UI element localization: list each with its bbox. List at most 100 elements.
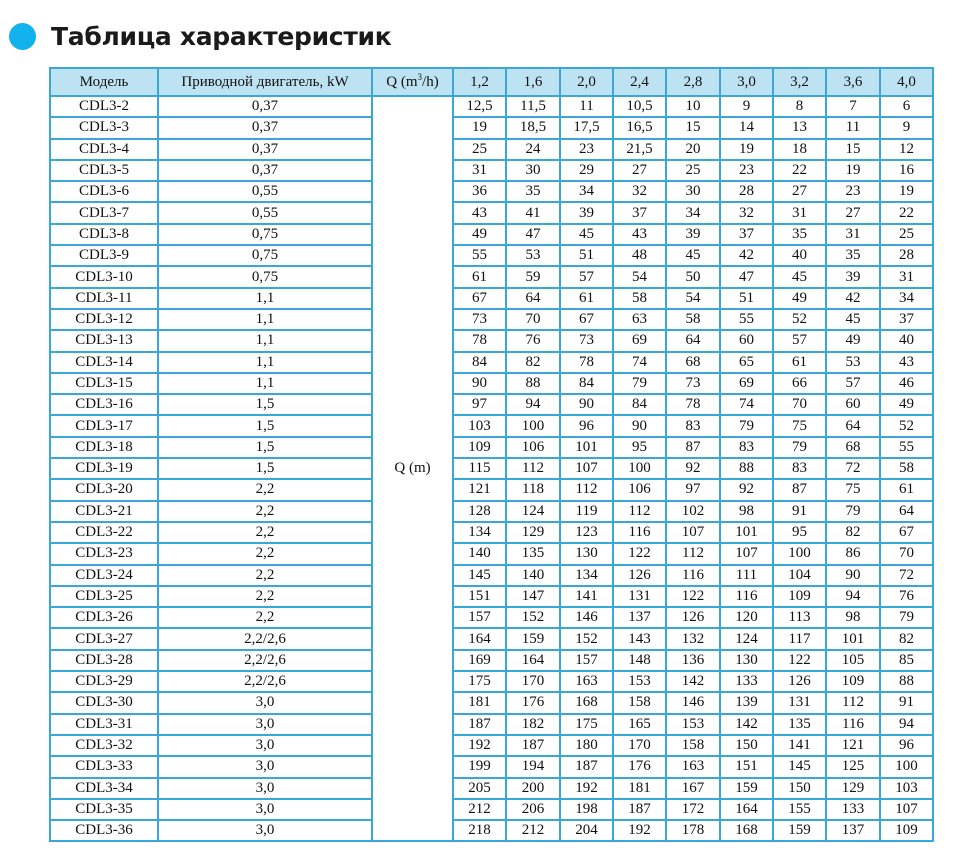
motor-cell: 2,2/2,6 — [157, 648, 373, 673]
model-cell: CDL3-34 — [49, 776, 159, 800]
head-value-cell: 172 — [665, 797, 721, 822]
head-value-cell: 165 — [612, 712, 667, 736]
head-value-cell: 92 — [665, 457, 721, 481]
head-value-cell: 55 — [719, 307, 774, 332]
head-value-cell: 31 — [452, 158, 507, 183]
head-value-cell: 49 — [452, 222, 507, 247]
head-value-cell: 52 — [772, 307, 827, 332]
head-value-cell: 134 — [559, 563, 614, 587]
head-value-cell: 109 — [452, 435, 507, 460]
head-value-cell: 79 — [719, 414, 774, 438]
head-value-cell: 137 — [612, 606, 667, 630]
head-value-cell: 180 — [559, 733, 614, 758]
head-value-cell: 57 — [559, 265, 614, 289]
head-value-cell: 104 — [772, 563, 827, 587]
table-row: CDL3-24 2,2 145 140 134 126 116 111 104 90 72 — [49, 563, 934, 587]
model-cell: CDL3-11 — [49, 286, 159, 310]
table-row: CDL3-8 0,75 49 47 45 43 39 37 35 31 25 — [49, 222, 934, 247]
head-value-cell: 116 — [719, 584, 774, 609]
head-value-cell: 70 — [505, 307, 561, 332]
model-cell: CDL3-6 — [49, 180, 159, 204]
head-value-cell: 41 — [505, 201, 561, 225]
model-cell: CDL3-36 — [49, 819, 159, 843]
motor-cell: 1,5 — [157, 457, 373, 481]
head-value-cell: 87 — [772, 478, 827, 502]
head-value-cell: 157 — [559, 648, 614, 673]
motor-cell: 2,2/2,6 — [157, 627, 373, 651]
head-value-cell: 48 — [612, 244, 667, 268]
motor-cell: 3,0 — [157, 819, 373, 843]
head-value-cell: 107 — [879, 797, 934, 822]
head-value-cell: 54 — [612, 265, 667, 289]
motor-cell: 0,37 — [157, 116, 373, 140]
head-value-cell: 55 — [879, 435, 934, 460]
head-value-cell: 117 — [772, 627, 827, 651]
model-cell: CDL3-15 — [49, 371, 159, 396]
head-value-cell: 97 — [665, 478, 721, 502]
head-value-cell: 164 — [505, 648, 561, 673]
head-value-cell: 49 — [825, 329, 881, 353]
model-cell: CDL3-30 — [49, 691, 159, 715]
head-value-cell: 19 — [825, 158, 881, 183]
head-value-cell: 27 — [772, 180, 827, 204]
head-value-cell: 39 — [825, 265, 881, 289]
head-value-cell: 11,5 — [505, 94, 561, 119]
head-value-cell: 88 — [505, 371, 561, 396]
head-value-cell: 85 — [879, 648, 934, 673]
head-value-cell: 61 — [452, 265, 507, 289]
head-value-cell: 90 — [559, 393, 614, 417]
head-value-cell: 83 — [772, 457, 827, 481]
model-cell: CDL3-7 — [49, 201, 159, 225]
head-value-cell: 6 — [879, 94, 934, 119]
head-value-cell: 83 — [719, 435, 774, 460]
motor-cell: 3,0 — [157, 691, 373, 715]
head-value-cell: 103 — [879, 776, 934, 800]
head-value-cell: 175 — [559, 712, 614, 736]
head-value-cell: 130 — [719, 648, 774, 673]
head-value-cell: 13 — [772, 116, 827, 140]
table-row: CDL3-36 3,0 218 212 204 192 178 168 159 137 109 — [49, 819, 934, 843]
head-value-cell: 72 — [825, 457, 881, 481]
head-value-cell: 133 — [719, 670, 774, 694]
model-cell: CDL3-28 — [49, 648, 159, 673]
head-value-cell: 40 — [772, 244, 827, 268]
head-value-cell: 47 — [719, 265, 774, 289]
head-value-cell: 200 — [505, 776, 561, 800]
model-cell: CDL3-12 — [49, 307, 159, 332]
motor-cell: 3,0 — [157, 755, 373, 779]
table-row: CDL3-5 0,37 31 30 29 27 25 23 22 19 16 — [49, 158, 934, 183]
head-value-cell: 29 — [559, 158, 614, 183]
table-row: CDL3-35 3,0 212 206 198 187 172 164 155 133 107 — [49, 797, 934, 822]
head-value-cell: 90 — [452, 371, 507, 396]
head-value-cell: 107 — [665, 520, 721, 545]
head-value-cell: 88 — [879, 670, 934, 694]
table-row: CDL3-4 0,37 25 24 23 21,5 20 19 18 15 12 — [49, 137, 934, 161]
motor-cell: 0,37 — [157, 158, 373, 183]
head-value-cell: 150 — [772, 776, 827, 800]
head-value-cell: 67 — [452, 286, 507, 310]
head-value-cell: 199 — [452, 755, 507, 779]
head-value-cell: 150 — [719, 733, 774, 758]
table-row: CDL3-9 0,75 55 53 51 48 45 42 40 35 28 — [49, 244, 934, 268]
header-flow-value: 1,6 — [505, 67, 561, 97]
head-value-cell: 192 — [559, 776, 614, 800]
table-row: CDL3-28 2,2/2,6 169 164 157 148 136 130 122 105 85 — [49, 648, 934, 673]
head-value-cell: 109 — [879, 819, 934, 843]
head-value-cell: 73 — [559, 329, 614, 353]
head-value-cell: 32 — [719, 201, 774, 225]
motor-cell: 1,1 — [157, 307, 373, 332]
table-row: CDL3-20 2,2 121 118 112 106 97 92 87 75 61 — [49, 478, 934, 502]
head-value-cell: 129 — [505, 520, 561, 545]
head-value-cell: 94 — [879, 712, 934, 736]
head-value-cell: 112 — [825, 691, 881, 715]
head-value-cell: 40 — [879, 329, 934, 353]
head-value-cell: 72 — [879, 563, 934, 587]
head-value-cell: 182 — [505, 712, 561, 736]
head-value-cell: 126 — [612, 563, 667, 587]
head-value-cell: 145 — [452, 563, 507, 587]
head-value-cell: 61 — [559, 286, 614, 310]
head-value-cell: 7 — [825, 94, 881, 119]
head-value-cell: 68 — [665, 350, 721, 374]
head-value-cell: 8 — [772, 94, 827, 119]
head-value-cell: 126 — [665, 606, 721, 630]
